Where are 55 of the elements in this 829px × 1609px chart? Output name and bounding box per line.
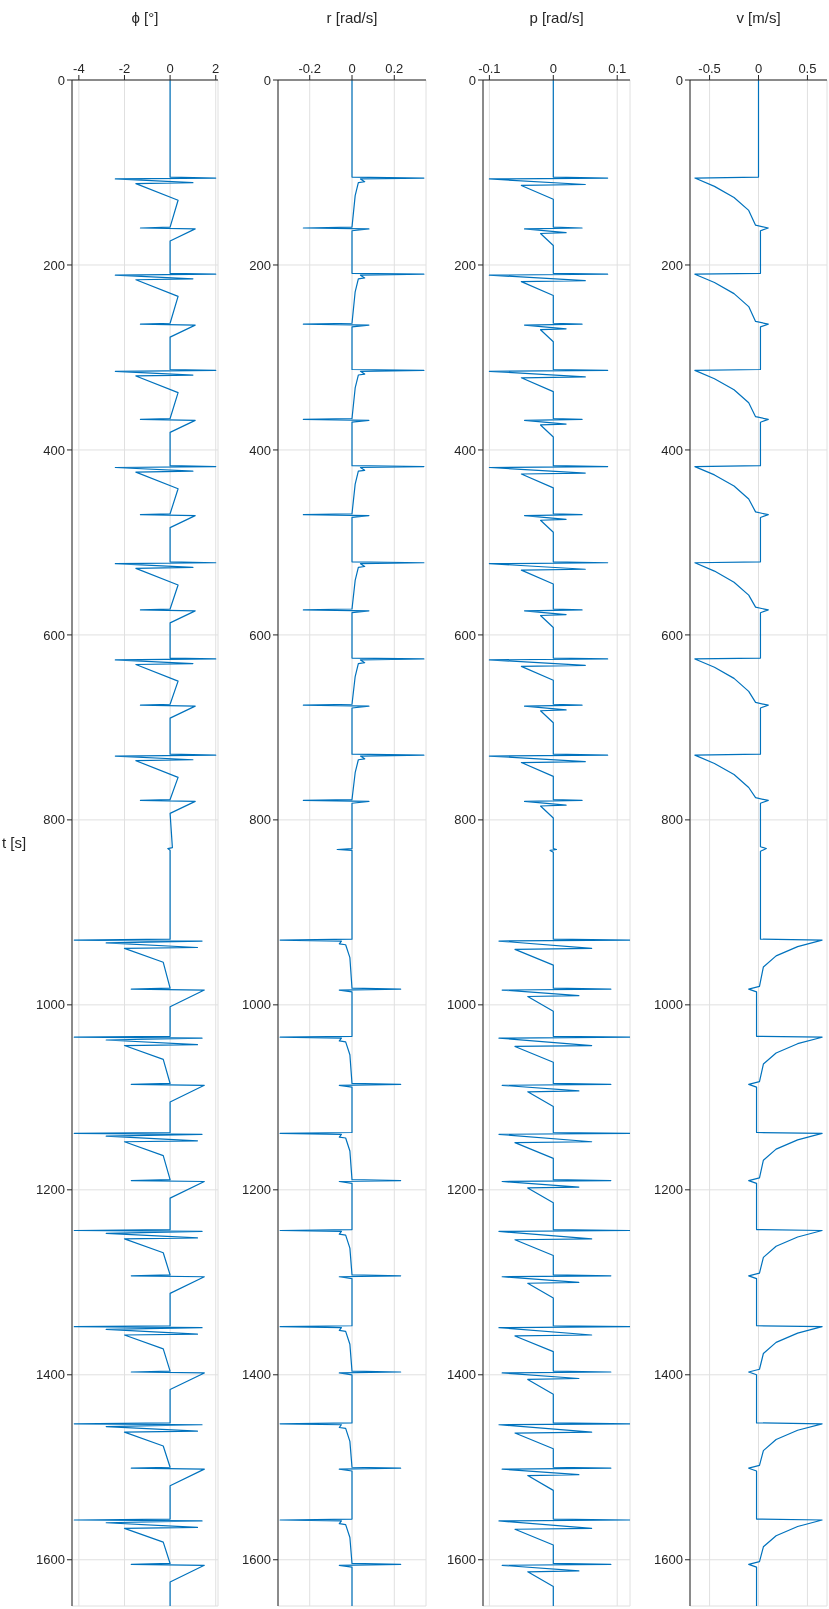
x-tick-label: 0.1 [608, 61, 627, 76]
x-tick-label: 2 [212, 61, 220, 76]
y-tick-label: 800 [43, 812, 65, 828]
x-tick-label: -2 [118, 61, 131, 76]
y-tick-label: 800 [454, 812, 476, 828]
x-tick-label: 0.2 [385, 61, 404, 76]
y-tick-label: 1200 [654, 1182, 683, 1198]
y-tick-label: 400 [43, 442, 65, 458]
x-tick-label: 0 [754, 61, 763, 76]
x-tick-label: -0.1 [478, 61, 501, 76]
x-axis-title: v [m/s] [736, 8, 781, 26]
y-tick-label: 400 [454, 442, 476, 458]
x-tick-label: 0 [348, 61, 356, 76]
x-tick-label: 0 [166, 61, 174, 76]
x-tick-label: -0.2 [298, 61, 321, 76]
y-tick-label: 0 [263, 72, 271, 88]
y-tick-label: 400 [661, 442, 683, 458]
line-series [694, 80, 823, 1606]
y-tick-label: 800 [661, 812, 683, 828]
y-tick-label: 1400 [36, 1367, 65, 1383]
x-axis-title: r [rad/s] [326, 8, 378, 26]
x-axis-title: ϕ [°] [131, 8, 159, 26]
x-tick-label: 0.5 [798, 61, 817, 76]
y-tick-label: 1200 [36, 1182, 65, 1198]
y-tick-label: 600 [43, 627, 65, 643]
y-tick-label: 1400 [654, 1367, 683, 1383]
x-tick-label: 0 [549, 61, 557, 76]
y-tick-label: 400 [249, 442, 271, 458]
y-tick-label: 0 [57, 72, 65, 88]
x-tick-label: -4 [73, 61, 85, 76]
y-tick-label: 600 [454, 627, 476, 643]
y-tick-label: 1000 [242, 997, 271, 1013]
y-tick-label: 1400 [242, 1367, 271, 1383]
y-axis-title: t [s] [2, 834, 27, 852]
y-tick-label: 0 [675, 72, 683, 88]
y-tick-label: 1600 [242, 1552, 271, 1568]
y-tick-label: 1600 [447, 1552, 476, 1568]
y-tick-label: 600 [249, 627, 271, 643]
y-tick-label: 1000 [36, 997, 65, 1013]
y-tick-label: 800 [249, 812, 271, 828]
y-tick-label: 200 [661, 257, 683, 273]
y-tick-label: 1600 [36, 1552, 65, 1568]
y-tick-label: 200 [454, 257, 476, 273]
y-tick-label: 600 [661, 627, 683, 643]
y-tick-label: 1600 [654, 1552, 683, 1568]
y-tick-label: 1200 [242, 1182, 271, 1198]
y-tick-label: 1000 [447, 997, 476, 1013]
y-tick-label: 1000 [654, 997, 683, 1013]
y-tick-label: 1400 [447, 1367, 476, 1383]
y-tick-label: 200 [249, 257, 271, 273]
x-axis-title: p [rad/s] [529, 8, 584, 26]
y-tick-label: 200 [43, 257, 65, 273]
x-tick-label: -0.5 [698, 61, 721, 76]
y-tick-label: 1200 [447, 1182, 476, 1198]
y-tick-label: 0 [468, 72, 476, 88]
